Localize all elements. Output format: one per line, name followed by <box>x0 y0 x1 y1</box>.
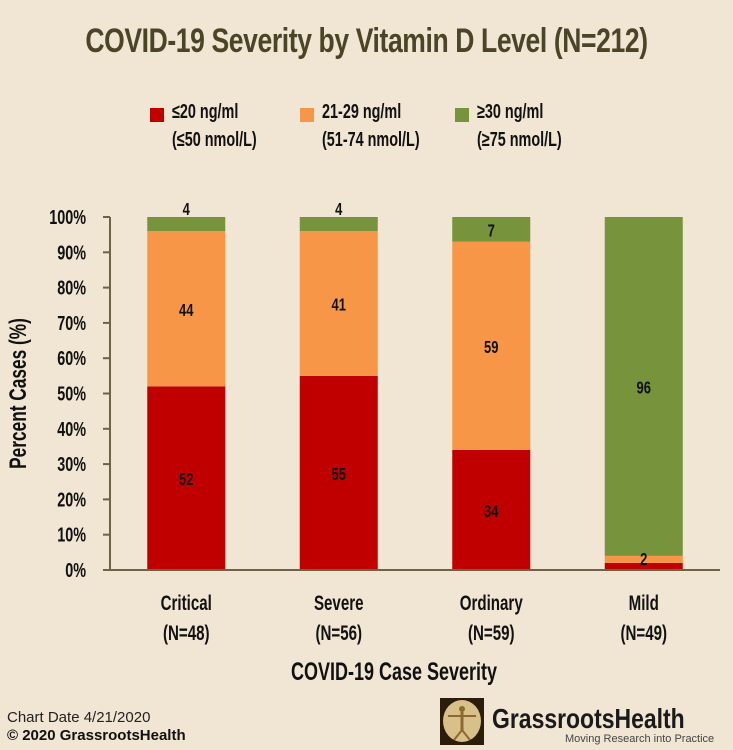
x-tick-n: (N=56) <box>315 620 362 644</box>
bar-segment-mild-s2 <box>604 217 683 556</box>
y-tick-label: 0% <box>65 559 86 582</box>
bar-segment-ordinary-s2 <box>452 217 531 242</box>
bar-segment-severe-s1 <box>299 231 378 376</box>
bar-segment-critical-s1 <box>147 231 226 387</box>
logo-tagline: Moving Research into Practice <box>565 733 715 745</box>
legend-label-high-line2: (≥75 nmol/L) <box>477 129 562 151</box>
legend-swatch-low <box>150 108 164 122</box>
bar-segment-mild-s1 <box>604 555 683 563</box>
data-label-critical-s2: 4 <box>183 200 190 220</box>
x-tick-n: (N=48) <box>163 620 210 644</box>
legend-label-high-line1: ≥30 ng/ml <box>477 101 544 123</box>
data-label-critical-s1: 44 <box>179 301 194 321</box>
y-tick-label: 60% <box>57 347 86 370</box>
y-tick-label: 20% <box>57 488 86 511</box>
bar-segment-critical-s0 <box>147 386 226 570</box>
bar-segment-severe-s0 <box>299 375 378 570</box>
copyright: © 2020 GrassrootsHealth <box>7 727 186 744</box>
x-tick-label: Ordinary <box>460 590 524 614</box>
y-tick-label: 90% <box>57 241 86 264</box>
data-label-severe-s0: 55 <box>332 465 347 485</box>
stacked-bar-chart: 52444Critical(N=48)55414Severe(N=56)3459… <box>5 200 720 686</box>
x-axis-title: COVID-19 Case Severity <box>291 657 497 686</box>
y-tick-label: 10% <box>57 523 86 546</box>
legend-label-mid-line2: (51-74 nmol/L) <box>322 129 420 151</box>
vitruvian-logo-icon <box>440 698 484 745</box>
bar-segment-ordinary-s1 <box>452 241 531 450</box>
legend-label-low-line1: ≤20 ng/ml <box>172 101 239 123</box>
y-tick-label: 40% <box>57 417 86 440</box>
y-tick-label: 30% <box>57 453 86 476</box>
legend-swatch-mid <box>300 108 314 122</box>
legend: ≤20 ng/ml (≤50 nmol/L) 21-29 ng/ml (51-7… <box>150 98 610 168</box>
data-label-ordinary-s1: 59 <box>484 338 499 358</box>
legend-swatch-high <box>455 108 469 122</box>
y-tick-label: 50% <box>57 382 86 405</box>
x-tick-label: Mild <box>629 590 659 614</box>
legend-label-low-line2: (≤50 nmol/L) <box>172 129 257 151</box>
data-label-mild-s1: 2 <box>640 550 647 570</box>
chart-date: Chart Date 4/21/2020 <box>7 709 151 726</box>
x-tick-label: Critical <box>161 590 212 614</box>
bar-segment-critical-s2 <box>147 217 226 232</box>
y-tick-label: 80% <box>57 276 86 299</box>
x-tick-n: (N=59) <box>468 620 515 644</box>
data-label-mild-s2: 96 <box>637 379 652 399</box>
data-label-critical-s0: 52 <box>179 470 194 490</box>
chart-title: COVID-19 Severity by Vitamin D Level (N=… <box>85 22 648 60</box>
logo-name: GrassrootsHealth <box>492 703 685 734</box>
x-tick-label: Severe <box>314 590 364 614</box>
legend-label-mid-line1: 21-29 ng/ml <box>322 101 402 123</box>
y-axis-title: Percent Cases (%) <box>5 318 31 469</box>
bar-segment-mild-s0 <box>604 562 683 570</box>
data-label-ordinary-s0: 34 <box>484 502 499 522</box>
y-tick-label: 70% <box>57 312 86 335</box>
data-label-severe-s2: 4 <box>335 200 342 220</box>
data-label-ordinary-s2: 7 <box>488 221 495 241</box>
y-tick-label: 100% <box>49 206 86 229</box>
x-tick-n: (N=49) <box>620 620 667 644</box>
data-label-severe-s1: 41 <box>332 296 347 316</box>
bar-segment-ordinary-s0 <box>452 449 531 570</box>
bar-segment-severe-s2 <box>299 217 378 232</box>
